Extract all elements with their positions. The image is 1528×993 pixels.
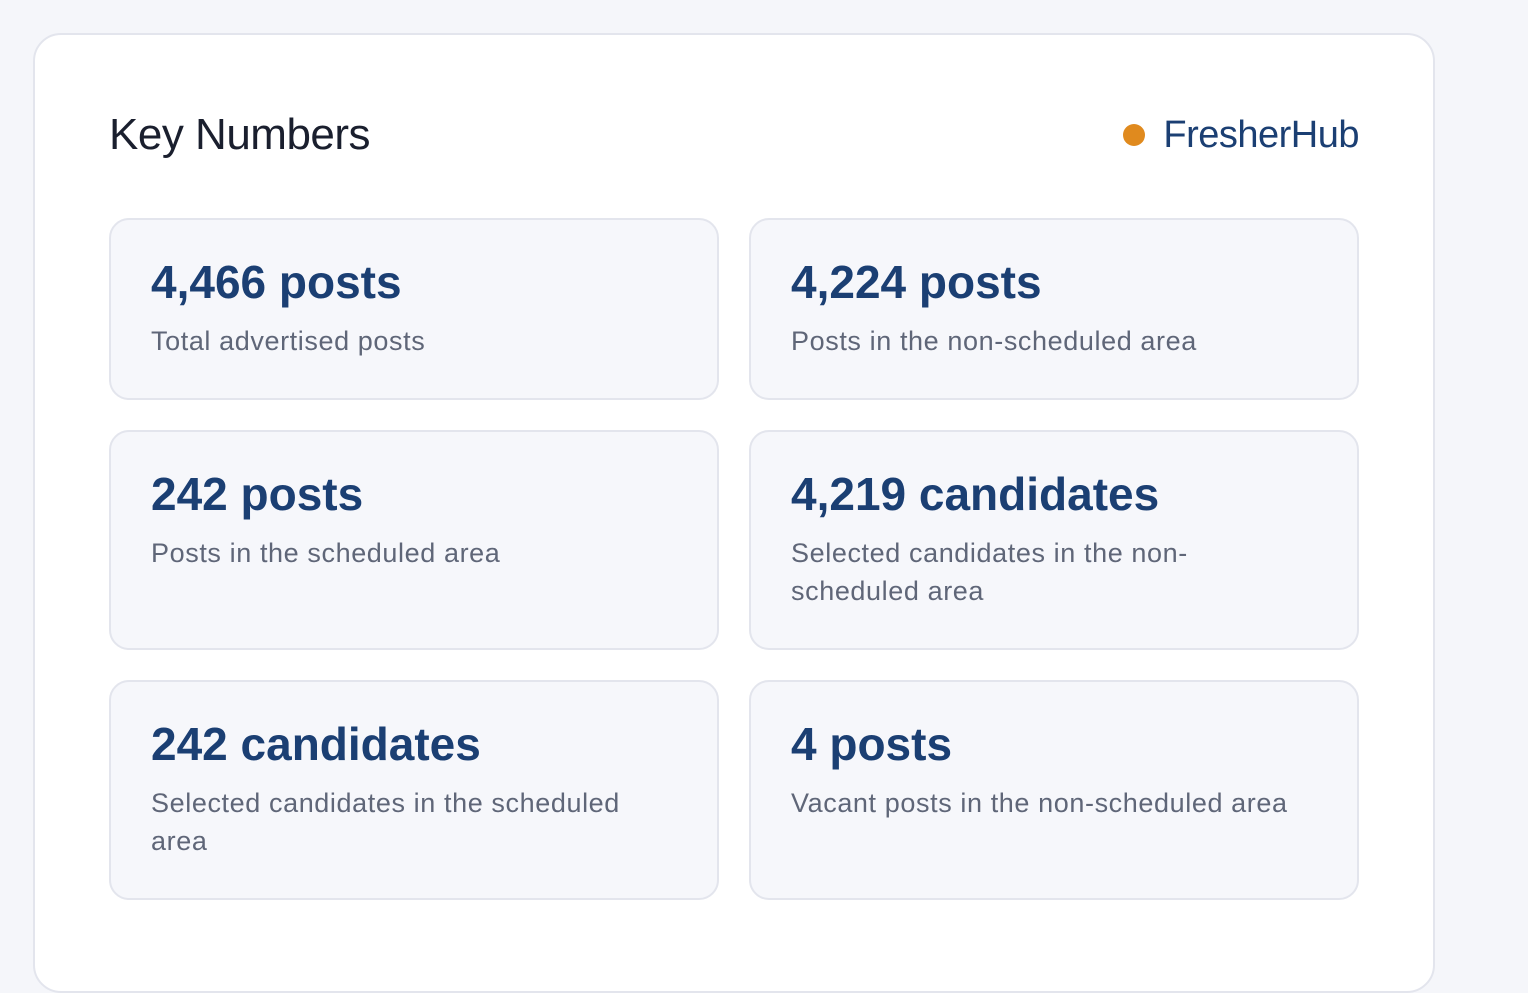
stat-label: Posts in the scheduled area [151, 538, 501, 568]
stat-value: 242 posts [151, 468, 364, 520]
stat-label: Total advertised posts [151, 326, 426, 356]
stat-card: 4,466 posts Total advertised posts [109, 218, 719, 400]
stat-label: Posts in the non-scheduled area [791, 326, 1197, 356]
stat-card: 4,219 candidates Selected candidates in t… [749, 430, 1359, 650]
stat-value: 4,219 candidates [791, 468, 1160, 520]
stat-card: 4 posts Vacant posts in the non-scheduled… [749, 680, 1359, 900]
stat-value: 4 posts [791, 718, 953, 770]
stat-label: Selected candidates in the scheduled are… [151, 788, 620, 856]
brand-dot [1123, 124, 1146, 146]
stat-value: 4,224 posts [791, 256, 1042, 308]
stat-card: 242 posts Posts in the scheduled area [109, 430, 719, 650]
stat-card: 242 candidates Selected candidates in the… [109, 680, 719, 900]
stat-value: 242 candidates [151, 718, 481, 770]
stat-card: 4,224 posts Posts in the non-scheduled ar… [749, 218, 1359, 400]
stat-label: Selected candidates in the non-scheduled… [791, 538, 1188, 606]
panel-title: Key Numbers [109, 110, 371, 159]
brand-name: FresherHub [1163, 113, 1359, 156]
stat-grid: 4,466 posts Total advertised posts 4,224 p… [109, 218, 1359, 900]
stat-label: Vacant posts in the non-scheduled area [791, 788, 1288, 818]
key-numbers-panel: Key Numbers FresherHub 4,466 posts Total … [33, 33, 1435, 993]
brand: FresherHub [1123, 114, 1359, 157]
stat-value: 4,466 posts [151, 256, 402, 308]
panel-header: Key Numbers FresherHub [109, 105, 1359, 165]
